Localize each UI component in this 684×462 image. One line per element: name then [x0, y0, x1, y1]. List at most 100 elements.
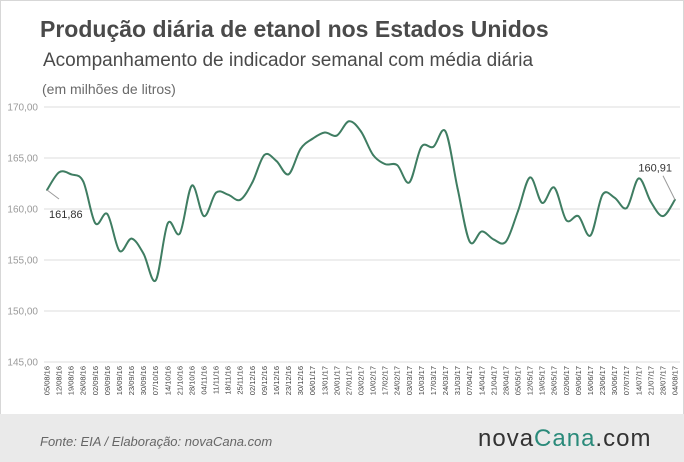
annotation-label-start: 161,86 — [49, 209, 83, 221]
gridlines — [44, 106, 680, 363]
data-point — [323, 131, 326, 134]
data-point — [662, 215, 664, 218]
x-tick-label: 16/09/16 — [115, 366, 124, 395]
data-point — [553, 186, 556, 189]
data-point — [178, 232, 181, 235]
x-tick-label: 19/08/16 — [67, 366, 76, 395]
data-point — [625, 207, 628, 209]
x-tick-label: 20/01/17 — [332, 366, 341, 395]
y-tick-label: 165,00 — [7, 154, 38, 165]
data-point — [348, 120, 350, 123]
logo-text-accent: Cana — [534, 425, 596, 452]
data-point — [335, 134, 338, 137]
chart-title: Produção diária de etanol nos Estados Un… — [40, 16, 549, 42]
x-tick-label: 16/12/16 — [272, 366, 281, 395]
x-tick-label: 17/02/17 — [381, 366, 390, 395]
data-point — [215, 191, 217, 194]
x-tick-label: 16/06/17 — [586, 366, 595, 395]
data-point — [82, 180, 85, 183]
data-point — [263, 154, 266, 156]
annotation-leader — [662, 175, 676, 200]
logo-text-main: nova — [478, 425, 535, 452]
x-tick-label: 05/08/16 — [43, 366, 52, 395]
x-tick-label: 24/03/17 — [441, 366, 450, 395]
data-point — [649, 200, 652, 203]
y-tick-label: 155,00 — [7, 256, 38, 267]
x-tick-label: 18/11/16 — [224, 366, 233, 395]
data-point — [227, 193, 230, 196]
x-tick-label: 13/01/17 — [320, 366, 329, 395]
x-tick-label: 27/01/17 — [344, 366, 353, 395]
logo-text-tail: .com — [595, 425, 652, 452]
data-point — [299, 147, 302, 150]
x-tick-label: 26/08/16 — [79, 366, 88, 395]
data-point — [360, 130, 362, 133]
data-point — [601, 193, 604, 196]
x-tick-label: 11/11/16 — [212, 366, 221, 394]
data-point — [58, 171, 60, 174]
x-tick-label: 10/02/17 — [369, 366, 378, 395]
x-tick-label: 03/03/17 — [405, 366, 414, 395]
x-tick-label: 21/07/17 — [646, 366, 655, 395]
x-tick-label: 19/05/17 — [538, 366, 547, 395]
data-point — [565, 219, 568, 222]
data-point — [408, 181, 411, 184]
y-axis-unit-label: (em milhões de litros) — [42, 81, 176, 97]
x-tick-label: 30/12/16 — [296, 366, 305, 395]
x-tick-label: 10/03/17 — [417, 366, 426, 395]
x-tick-label: 21/10/16 — [175, 366, 184, 395]
data-point — [396, 164, 399, 167]
y-tick-label: 145,00 — [7, 358, 38, 369]
data-point — [432, 145, 435, 148]
data-point — [191, 184, 193, 187]
data-point — [166, 222, 169, 225]
x-tick-label: 09/09/16 — [103, 366, 112, 395]
x-tick-label: 07/07/17 — [622, 366, 631, 395]
annotation-leader — [46, 189, 60, 200]
x-tick-label: 23/09/16 — [127, 366, 136, 395]
x-tick-label: 07/10/16 — [151, 366, 160, 395]
x-tick-label: 30/06/17 — [610, 366, 619, 395]
x-tick-label: 26/05/17 — [550, 366, 559, 395]
x-tick-label: 25/11/16 — [236, 366, 245, 395]
data-point — [372, 154, 374, 156]
data-point — [154, 279, 157, 282]
data-point — [468, 240, 471, 243]
x-tick-label: 07/04/17 — [465, 366, 474, 395]
x-tick-label: 02/06/17 — [562, 366, 571, 395]
data-point — [480, 230, 483, 233]
line-chart: 145,00 150,00 155,00 160,00 165,00 170,00 05/… — [7, 103, 680, 395]
x-tick-label: 02/09/16 — [91, 366, 100, 395]
chart-subtitle: Acompanhamento de indicador semanal com … — [43, 50, 534, 71]
x-tick-label: 14/10/16 — [163, 366, 172, 395]
data-point — [130, 237, 133, 240]
y-tick-label: 150,00 — [7, 307, 38, 318]
x-tick-label: 31/03/17 — [453, 366, 462, 395]
data-point — [505, 240, 507, 243]
data-point — [384, 163, 387, 166]
data-point — [577, 215, 580, 218]
x-tick-label: 14/04/17 — [477, 366, 486, 395]
data-point — [492, 238, 495, 241]
x-tick-label: 06/01/17 — [308, 366, 317, 395]
x-tick-label: 02/12/16 — [248, 366, 257, 395]
annotation-label-end: 160,91 — [638, 163, 672, 175]
annotations: 161,86 160,91 — [46, 163, 676, 221]
data-point — [541, 201, 544, 204]
x-tick-label: 04/08/17 — [671, 366, 680, 395]
data-point — [517, 210, 519, 212]
x-tick-label: 09/06/17 — [574, 366, 583, 395]
x-tick-label: 04/11/16 — [200, 366, 209, 395]
x-tick-label: 21/04/17 — [489, 366, 498, 395]
x-tick-label: 24/02/17 — [393, 366, 402, 395]
x-tick-label: 03/02/17 — [357, 366, 366, 395]
footer-bar: Fonte: EIA / Elaboração: novaCana.com no… — [0, 414, 684, 462]
data-point — [94, 222, 97, 225]
data-point — [275, 160, 278, 162]
series-line — [46, 120, 676, 283]
novacana-logo: novaCana.com — [478, 425, 651, 453]
y-tick-label: 170,00 — [7, 103, 38, 114]
x-tick-label: 12/05/17 — [526, 366, 535, 395]
series-group — [46, 120, 676, 283]
x-tick-label: 05/05/17 — [514, 366, 523, 395]
